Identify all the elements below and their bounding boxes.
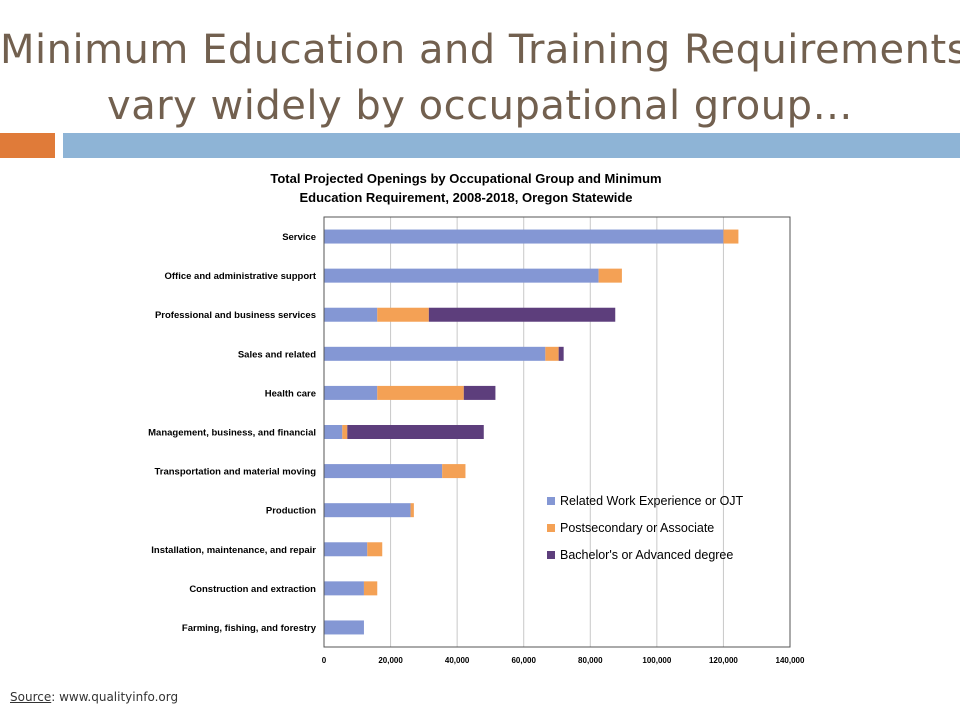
legend: Related Work Experience or OJT Postsecond… (547, 494, 744, 562)
category-label: Farming, fishing, and forestry (182, 623, 317, 634)
category-label: Health care (265, 388, 316, 399)
category-label: Office and administrative support (165, 271, 317, 282)
bar-segment (558, 346, 564, 361)
legend-swatch (547, 497, 555, 505)
bar-segment (347, 425, 484, 439)
x-tick-label: 120,000 (709, 656, 738, 665)
bar-segment (342, 425, 348, 439)
x-tick-label: 80,000 (578, 656, 603, 665)
legend-label: Postsecondary or Associate (560, 521, 714, 535)
gridlines (390, 217, 724, 647)
bar-segment (367, 542, 383, 557)
bar-segment (324, 268, 599, 283)
bar-segment (324, 307, 378, 322)
source-label: Source (10, 690, 52, 704)
bar-segment (324, 581, 364, 596)
bar-segment (442, 464, 466, 479)
source-text: : www.qualityinfo.org (51, 690, 179, 704)
bar-segment (324, 385, 378, 400)
chart-title: Total Projected Openings by Occupational… (270, 171, 661, 205)
legend-swatch (547, 551, 555, 559)
bar-segment (324, 542, 368, 557)
x-tick-label: 60,000 (511, 656, 536, 665)
category-label: Management, business, and financial (148, 428, 316, 439)
category-label: Production (266, 506, 316, 517)
plot-area-border (323, 216, 791, 648)
x-tick-label: 140,000 (776, 656, 805, 665)
bar-segment (324, 503, 411, 518)
bar-segment (324, 346, 546, 361)
x-tick-label: 20,000 (378, 656, 403, 665)
category-labels: Service Office and administrative support… (148, 232, 317, 634)
category-label: Construction and extraction (189, 584, 316, 595)
bar-segment (598, 268, 622, 283)
bar-segment (324, 620, 364, 635)
category-label: Installation, maintenance, and repair (151, 545, 316, 556)
stacked-bar-chart: Total Projected Openings by Occupational… (148, 171, 805, 665)
category-label: Transportation and material moving (154, 467, 316, 478)
bar-segment (324, 425, 343, 439)
category-label: Service (282, 232, 316, 243)
slide-title-line-1: Minimum Education and Training Requireme… (0, 27, 960, 73)
accent-bar-blue (63, 133, 960, 158)
bar-segment (723, 229, 739, 244)
slide-title-line-2: vary widely by occupational group… (107, 83, 853, 129)
bar-segment (324, 464, 443, 479)
legend-label: Related Work Experience or OJT (560, 494, 744, 508)
plot-frame (323, 216, 791, 648)
x-tick-label: 0 (322, 656, 327, 665)
x-tick-label: 100,000 (642, 656, 671, 665)
slide-title: Minimum Education and Training Requireme… (0, 22, 960, 134)
legend-swatch (547, 524, 555, 532)
chart-title-line-1: Total Projected Openings by Occupational… (270, 171, 661, 186)
source-note: Source: www.qualityinfo.org (10, 690, 178, 704)
category-label: Sales and related (238, 349, 316, 360)
x-tick-label: 40,000 (445, 656, 470, 665)
bars (324, 229, 739, 635)
bar-segment (324, 229, 724, 244)
bar-segment (377, 307, 429, 322)
bar-segment (463, 385, 496, 400)
accent-bar-orange (0, 133, 55, 158)
category-label: Professional and business services (155, 310, 316, 321)
bar-segment (363, 581, 378, 596)
bar-segment (410, 503, 414, 518)
chart-title-line-2: Education Requirement, 2008-2018, Oregon… (299, 190, 632, 205)
x-tick-labels: 0 20,000 40,000 60,000 80,000 100,000 120,000 1… (322, 656, 805, 665)
legend-label: Bachelor's or Advanced degree (560, 548, 733, 562)
bar-segment (428, 307, 616, 322)
bar-segment (377, 385, 464, 400)
bar-segment (545, 346, 559, 361)
